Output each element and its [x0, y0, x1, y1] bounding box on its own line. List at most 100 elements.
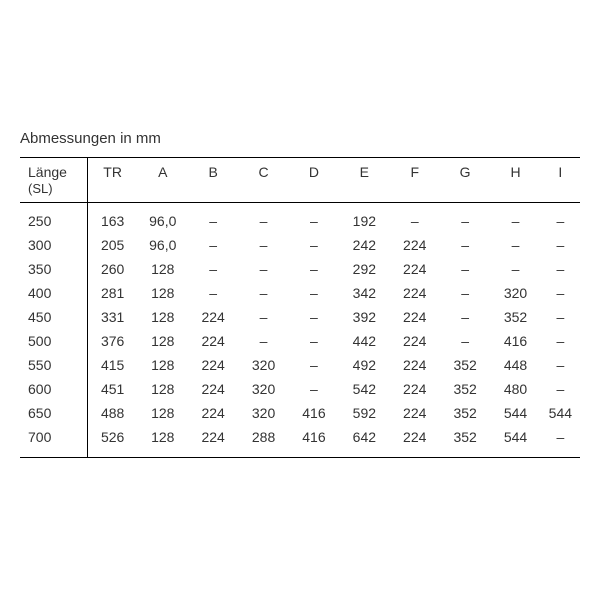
table-cell: –: [440, 307, 490, 331]
table-cell: –: [440, 235, 490, 259]
table-header: Länge(SL) TR A B C D E F G H I: [20, 158, 580, 203]
column-header-label: A: [158, 164, 167, 180]
table-row: 550415128224320–492224352448–: [20, 355, 580, 379]
table-cell: –: [289, 259, 339, 283]
table-cell: 392: [339, 307, 389, 331]
table-cell: –: [188, 283, 238, 307]
table-cell: 442: [339, 331, 389, 355]
table-row: 500376128224––442224–416–: [20, 331, 580, 355]
table-row: 400281128–––342224–320–: [20, 283, 580, 307]
column-header-label: E: [360, 164, 369, 180]
column-header: F: [390, 158, 440, 203]
table-cell: 128: [138, 307, 188, 331]
table-cell: 163: [87, 211, 137, 235]
table-cell: –: [541, 283, 580, 307]
table-cell: 451: [87, 379, 137, 403]
table-cell: –: [289, 211, 339, 235]
table-cell: –: [541, 331, 580, 355]
column-header: A: [138, 158, 188, 203]
table-cell: 224: [188, 331, 238, 355]
table-cell: –: [490, 235, 540, 259]
column-header-label: TR: [103, 164, 122, 180]
table-cell: –: [490, 259, 540, 283]
column-header: Länge(SL): [20, 158, 87, 203]
table-cell: 416: [289, 403, 339, 427]
column-header-label: G: [460, 164, 471, 180]
table-cell: 350: [20, 259, 87, 283]
table-cell: 342: [339, 283, 389, 307]
table-cell: 224: [390, 283, 440, 307]
table-cell: 542: [339, 379, 389, 403]
table-cell: –: [238, 259, 288, 283]
table-cell: 500: [20, 331, 87, 355]
column-header-label: F: [410, 164, 419, 180]
table-cell: –: [289, 307, 339, 331]
table-cell: 352: [440, 403, 490, 427]
table-cell: 128: [138, 403, 188, 427]
table-row: 450331128224––392224–352–: [20, 307, 580, 331]
column-header: TR: [87, 158, 137, 203]
table-cell: 320: [238, 355, 288, 379]
table-cell: –: [541, 355, 580, 379]
table-cell: 526: [87, 427, 137, 458]
table-cell: 224: [390, 427, 440, 458]
table-cell: 224: [188, 307, 238, 331]
column-header-label: C: [258, 164, 268, 180]
column-header-label: B: [208, 164, 217, 180]
table-cell: 488: [87, 403, 137, 427]
table-cell: 128: [138, 427, 188, 458]
column-header: B: [188, 158, 238, 203]
table-cell: 600: [20, 379, 87, 403]
table-cell: –: [188, 259, 238, 283]
table-cell: –: [188, 211, 238, 235]
column-header-label: H: [510, 164, 520, 180]
table-row: 30020596,0–––242224–––: [20, 235, 580, 259]
table-cell: 544: [490, 403, 540, 427]
table-cell: 224: [188, 427, 238, 458]
table-cell: –: [390, 211, 440, 235]
column-header-sublabel: (SL): [28, 181, 83, 197]
table-cell: 96,0: [138, 235, 188, 259]
table-cell: –: [289, 379, 339, 403]
page-wrapper: Abmessungen in mm Länge(SL) TR A B C D E F G H I 2…: [0, 0, 600, 458]
table-cell: 96,0: [138, 211, 188, 235]
table-cell: 416: [490, 331, 540, 355]
table-cell: –: [238, 283, 288, 307]
column-header: I: [541, 158, 580, 203]
table-cell: 331: [87, 307, 137, 331]
table-cell: –: [289, 355, 339, 379]
table-cell: 224: [390, 259, 440, 283]
table-cell: 128: [138, 355, 188, 379]
table-cell: –: [541, 379, 580, 403]
table-cell: 448: [490, 355, 540, 379]
table-cell: 292: [339, 259, 389, 283]
table-cell: 128: [138, 259, 188, 283]
column-header-label: D: [309, 164, 319, 180]
column-header: G: [440, 158, 490, 203]
table-cell: 592: [339, 403, 389, 427]
table-cell: 550: [20, 355, 87, 379]
column-header: E: [339, 158, 389, 203]
table-cell: 492: [339, 355, 389, 379]
dimensions-table: Länge(SL)TRABCDEFGHI 25016396,0–––192–––…: [20, 157, 580, 458]
table-row: 650488128224320416592224352544544: [20, 403, 580, 427]
table-cell: 650: [20, 403, 87, 427]
table-cell: 400: [20, 283, 87, 307]
table-cell: –: [238, 235, 288, 259]
table-cell: 415: [87, 355, 137, 379]
table-cell: 250: [20, 211, 87, 235]
table-cell: –: [541, 211, 580, 235]
table-cell: 224: [390, 403, 440, 427]
table-cell: –: [490, 211, 540, 235]
table-cell: 544: [541, 403, 580, 427]
table-cell: –: [440, 331, 490, 355]
table-cell: –: [541, 235, 580, 259]
table-cell: 205: [87, 235, 137, 259]
table-title: Abmessungen in mm: [20, 130, 580, 147]
table-cell: –: [188, 235, 238, 259]
table-cell: 320: [490, 283, 540, 307]
table-cell: 642: [339, 427, 389, 458]
table-cell: 416: [289, 427, 339, 458]
column-header: C: [238, 158, 288, 203]
table-cell: 224: [390, 331, 440, 355]
